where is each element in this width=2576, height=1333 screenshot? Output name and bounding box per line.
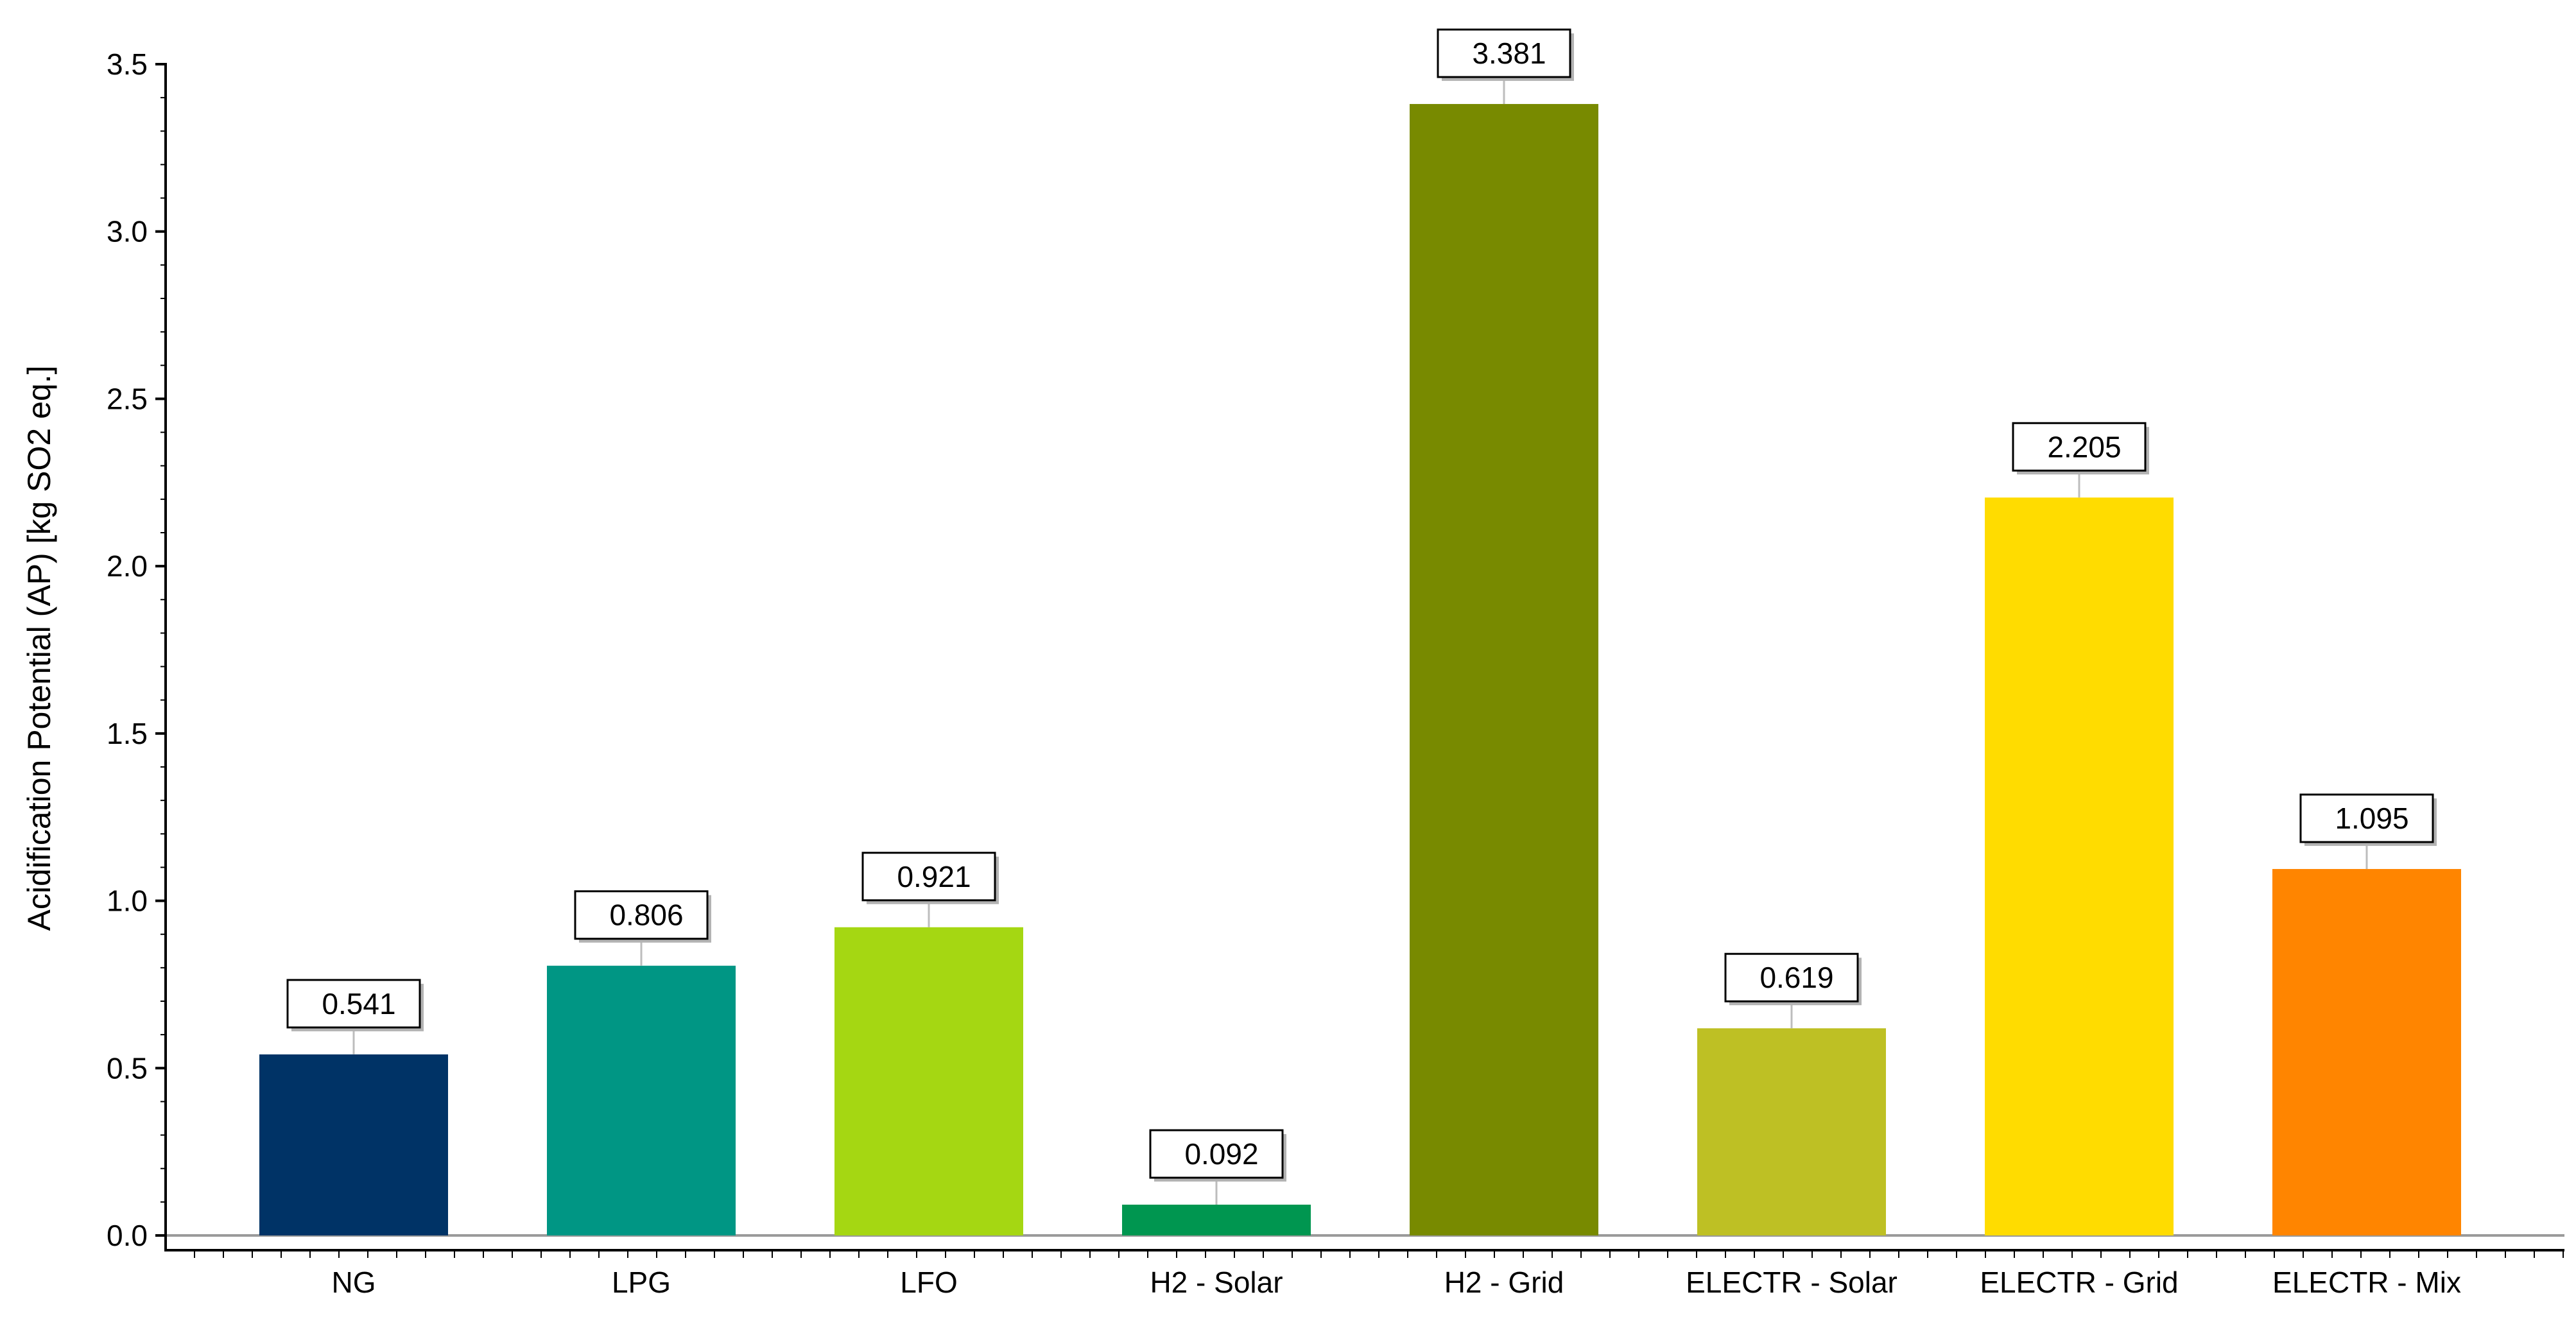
- category-label-1: LPG: [612, 1266, 671, 1299]
- category-label-2: LFO: [900, 1266, 957, 1299]
- y-axis-title: Acidification Potential (AP) [kg SO2 eq.…: [21, 366, 57, 931]
- data-label-box-0: [286, 979, 421, 1029]
- bar-0: [259, 1054, 448, 1235]
- category-label-7: ELECTR - Mix: [2272, 1266, 2461, 1299]
- axes-group: NG LPG LFO H2 - Solar H2 - Grid ELECTR - Sola…: [107, 47, 2564, 1299]
- category-label-0: NG: [332, 1266, 376, 1299]
- category-label-4: H2 - Grid: [1444, 1266, 1564, 1299]
- bars-group: [259, 104, 2461, 1235]
- y-tick-label-5: 2.5: [107, 382, 148, 415]
- bar-6: [1985, 497, 2174, 1235]
- data-label-7: 1.095: [2335, 802, 2408, 835]
- y-tick-label-2: 1.0: [107, 884, 148, 918]
- data-label-box-4: [1437, 28, 1571, 78]
- data-label-box-3: [1149, 1129, 1284, 1179]
- y-tick-label-1: 0.5: [107, 1051, 148, 1085]
- y-tick-label-3: 1.5: [107, 717, 148, 750]
- data-label-box-2: [861, 852, 996, 902]
- data-label-5: 0.619: [1759, 961, 1833, 994]
- bar-5: [1697, 1028, 1886, 1235]
- bar-1: [547, 965, 736, 1235]
- data-label-2: 0.921: [897, 860, 971, 893]
- data-label-3: 0.092: [1184, 1137, 1258, 1171]
- bar-4: [1410, 104, 1598, 1235]
- data-label-box-1: [574, 890, 709, 940]
- bar-7: [2272, 869, 2461, 1235]
- category-label-5: ELECTR - Solar: [1686, 1266, 1897, 1299]
- bar-2: [834, 927, 1023, 1235]
- data-label-1: 0.806: [609, 899, 683, 932]
- y-tick-label-4: 2.0: [107, 549, 148, 583]
- data-label-0: 0.541: [322, 987, 395, 1020]
- category-label-3: H2 - Solar: [1150, 1266, 1283, 1299]
- category-label-6: ELECTR - Grid: [1980, 1266, 2178, 1299]
- data-label-4: 3.381: [1472, 37, 1546, 70]
- data-label-box-7: [2299, 793, 2434, 843]
- y-tick-label-7: 3.5: [107, 47, 148, 81]
- data-labels-group: 0.541 0.806 0.921 0.092 3.381 0.619 2.205 1.095: [286, 28, 2437, 1205]
- bar-3: [1122, 1205, 1311, 1235]
- y-tick-label-0: 0.0: [107, 1219, 148, 1252]
- data-label-box-5: [1724, 952, 1859, 1002]
- y-tick-label-6: 3.0: [107, 215, 148, 248]
- data-label-box-6: [2012, 422, 2147, 472]
- data-label-6: 2.205: [2047, 430, 2121, 463]
